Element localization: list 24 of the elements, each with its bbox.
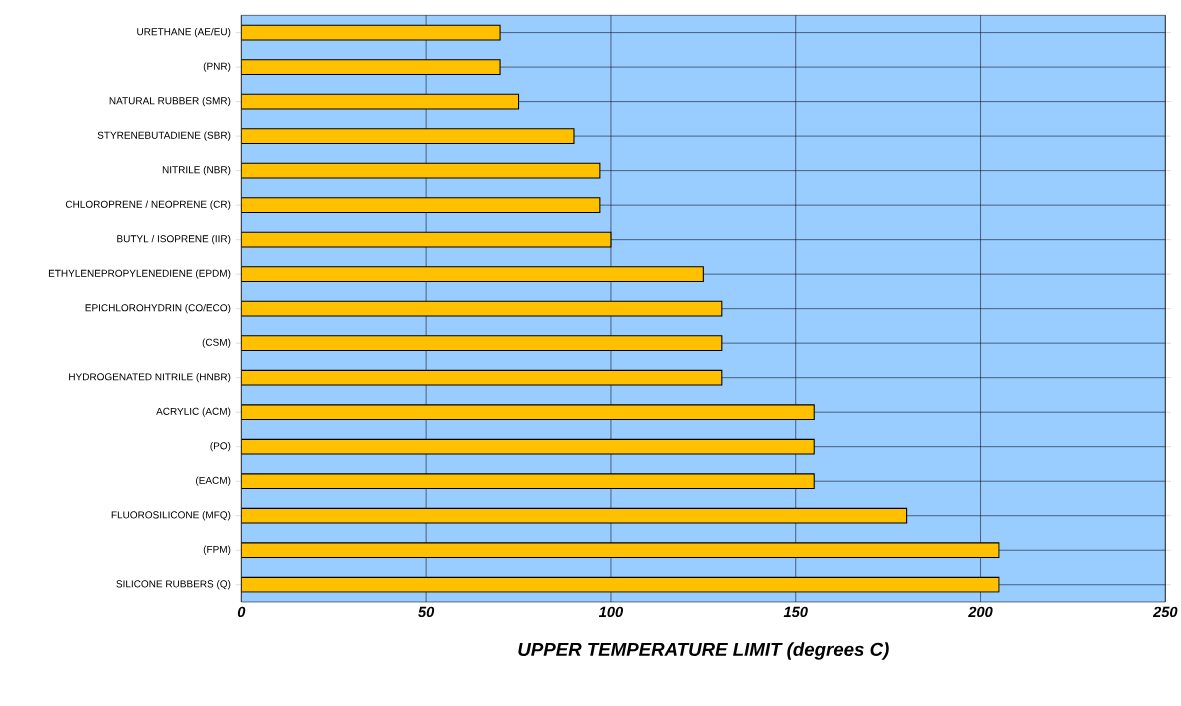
x-tick-label: 250: [1152, 606, 1178, 618]
y-tick-label: HYDROGENATED NITRILE (HNBR): [69, 373, 231, 383]
y-tick-label: NATURAL RUBBER (SMR): [109, 96, 231, 107]
y-tick-label: (FPM): [203, 545, 231, 555]
y-tick-label: CHLOROPRENE / NEOPRENE (CR): [65, 200, 231, 210]
x-tick-label: 50: [418, 606, 435, 618]
y-tick-label: (PNR): [203, 62, 231, 72]
y-tick-label: (EACM): [196, 476, 231, 486]
y-tick-label: ACRYLIC (ACM): [156, 407, 231, 417]
x-tick-label: 100: [598, 606, 624, 618]
y-tick-label: STYRENEBUTADIENE (SBR): [97, 131, 231, 141]
y-tick-label: (PO): [210, 442, 231, 452]
y-tick-label: SILICONE RUBBERS (Q): [116, 580, 231, 590]
y-tick-label: URETHANE (AE/EU): [137, 27, 231, 38]
y-tick-label: FLUOROSILICONE (MFQ): [111, 511, 231, 521]
x-axis-title: UPPER TEMPERATURE LIMIT (degrees C): [518, 642, 889, 660]
x-tick-label: 150: [783, 606, 808, 618]
y-tick-label: ETHYLENEPROPYLENEDIENE (EPDM): [48, 269, 231, 279]
y-tick-label: BUTYL / ISOPRENE (IIR): [117, 235, 231, 245]
x-tick-label: 200: [968, 606, 993, 618]
y-tick-label: NITRILE (NBR): [162, 165, 231, 176]
x-tick-label: 0: [237, 606, 246, 618]
y-tick-label: (CSM): [202, 338, 231, 348]
y-tick-label: EPICHLOROHYDRIN (CO/ECO): [85, 304, 231, 314]
